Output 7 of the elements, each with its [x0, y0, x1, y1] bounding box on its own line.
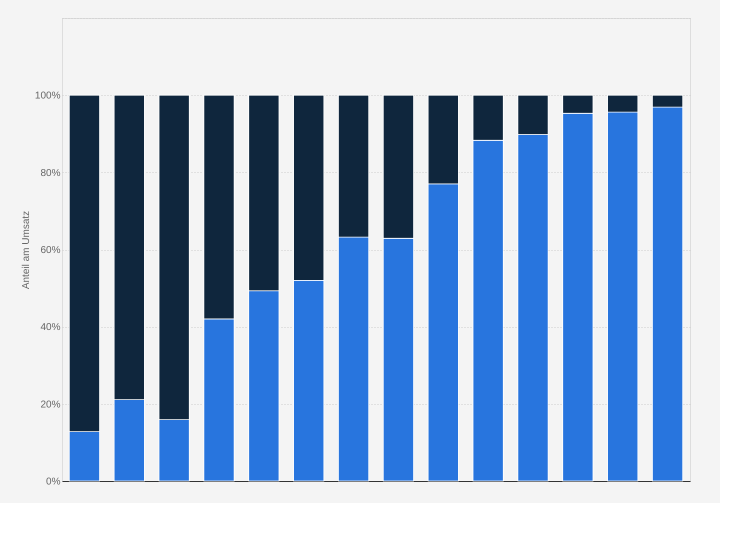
y-tick-label: 100%: [34, 90, 61, 102]
y-tick-label: 40%: [40, 322, 61, 334]
y-tick-label: 60%: [40, 245, 61, 256]
y-tick-label: 20%: [40, 399, 61, 410]
y-axis-title: Anteil am Umsatz: [20, 210, 32, 290]
y-tick-label: 80%: [40, 168, 61, 179]
y-tick-label: 0%: [46, 476, 61, 488]
